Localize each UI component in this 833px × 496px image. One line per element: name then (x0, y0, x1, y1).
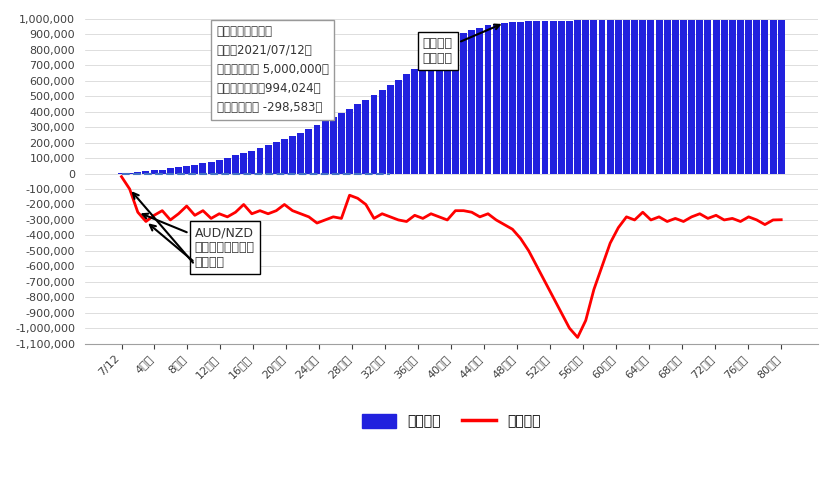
Bar (419, 63, 426, 174)
Bar (517, 22, 524, 174)
Bar (387, 85, 394, 174)
Bar (541, 21, 548, 174)
Bar (591, 20, 597, 174)
Bar (574, 20, 581, 174)
Bar (151, 171, 157, 174)
Bar (330, 118, 337, 174)
Bar (207, 162, 215, 174)
Bar (753, 20, 761, 174)
Bar (183, 166, 190, 174)
Bar (444, 46, 451, 174)
Bar (672, 20, 679, 174)
Bar (476, 27, 483, 174)
Bar (142, 171, 149, 174)
Bar (297, 132, 304, 174)
Bar (485, 25, 491, 174)
Bar (599, 20, 606, 174)
Bar (395, 80, 402, 174)
Bar (248, 151, 255, 174)
Bar (379, 90, 386, 174)
Bar (322, 122, 328, 174)
Bar (712, 20, 720, 174)
Bar (492, 24, 500, 174)
Bar (167, 169, 174, 174)
Bar (224, 158, 231, 174)
Bar (216, 160, 222, 174)
Bar (696, 20, 703, 174)
Bar (452, 40, 459, 174)
Bar (371, 95, 377, 174)
Bar (232, 155, 239, 174)
Bar (403, 74, 410, 174)
Bar (631, 20, 638, 174)
Bar (126, 173, 133, 174)
Bar (778, 20, 785, 174)
Bar (468, 30, 475, 174)
Bar (746, 20, 752, 174)
Bar (533, 21, 541, 174)
Bar (509, 22, 516, 174)
Bar (192, 165, 198, 174)
Bar (412, 69, 418, 174)
Legend: 確定利益, 評価損益: 確定利益, 評価損益 (356, 408, 546, 434)
Bar (313, 125, 321, 174)
Bar (582, 20, 589, 174)
Bar (306, 129, 312, 174)
Bar (240, 153, 247, 174)
Bar (639, 20, 646, 174)
Bar (737, 20, 744, 174)
Bar (721, 20, 728, 174)
Bar (501, 23, 508, 174)
Text: トラリピ運用実績
期間：2021/07/12～
世界戦略：　 5,000,000円
確定利益：　　994,024円
評価損益：　 -298,583円: トラリピ運用実績 期間：2021/07/12～ 世界戦略： 5,000,000円… (217, 25, 328, 115)
Bar (647, 20, 655, 174)
Bar (623, 20, 630, 174)
Bar (680, 20, 687, 174)
Bar (257, 148, 263, 174)
Bar (346, 109, 353, 174)
Bar (272, 142, 280, 174)
Bar (558, 21, 565, 174)
Bar (656, 20, 662, 174)
Bar (705, 20, 711, 174)
Bar (134, 172, 142, 174)
Text: 世界戦略
スタート: 世界戦略 スタート (423, 24, 500, 65)
Bar (770, 20, 776, 174)
Bar (688, 20, 695, 174)
Bar (761, 20, 768, 174)
Bar (526, 21, 532, 174)
Bar (159, 170, 166, 174)
Bar (427, 58, 435, 174)
Bar (664, 20, 671, 174)
Bar (338, 113, 345, 174)
Bar (566, 20, 573, 174)
Bar (436, 52, 442, 174)
Bar (606, 20, 614, 174)
Bar (362, 100, 369, 174)
Bar (281, 139, 288, 174)
Bar (729, 20, 736, 174)
Bar (175, 167, 182, 174)
Bar (615, 20, 621, 174)
Bar (289, 136, 296, 174)
Text: AUD/NZD
ダイヤモンド戦略
スタート: AUD/NZD ダイヤモンド戦略 スタート (142, 214, 255, 269)
Bar (265, 145, 272, 174)
Bar (550, 21, 556, 174)
Bar (460, 33, 467, 174)
Bar (199, 163, 207, 174)
Bar (354, 105, 362, 174)
